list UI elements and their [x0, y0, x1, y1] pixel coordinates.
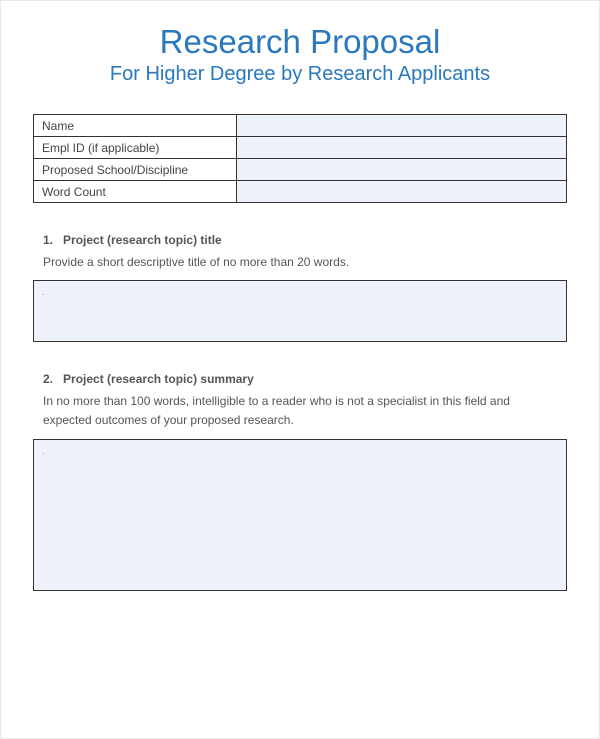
info-value-field[interactable] [236, 115, 566, 137]
page-container: Research Proposal For Higher Degree by R… [0, 0, 600, 739]
info-value-field[interactable] [236, 159, 566, 181]
table-row: Empl ID (if applicable) [34, 137, 567, 159]
sections-container: 1. Project (research topic) title Provide … [33, 233, 567, 591]
table-row: Word Count [34, 181, 567, 203]
section-description: In no more than 100 words, intelligible … [43, 392, 523, 430]
info-label: Proposed School/Discipline [34, 159, 237, 181]
section-description: Provide a short descriptive title of no … [43, 253, 523, 272]
section-heading-text: Project (research topic) title [63, 233, 222, 247]
info-table-body: NameEmpl ID (if applicable)Proposed Scho… [34, 115, 567, 203]
section-heading: 1. Project (research topic) title [43, 233, 567, 247]
info-label: Empl ID (if applicable) [34, 137, 237, 159]
table-row: Proposed School/Discipline [34, 159, 567, 181]
table-row: Name [34, 115, 567, 137]
form-section: 1. Project (research topic) title Provide … [33, 233, 567, 342]
info-label: Name [34, 115, 237, 137]
text-entry-field[interactable]: . [33, 280, 567, 342]
page-subtitle: For Higher Degree by Research Applicants [33, 63, 567, 86]
info-value-field[interactable] [236, 137, 566, 159]
section-heading-text: Project (research topic) summary [63, 372, 254, 386]
applicant-info-table: NameEmpl ID (if applicable)Proposed Scho… [33, 114, 567, 203]
section-heading: 2. Project (research topic) summary [43, 372, 567, 386]
text-entry-field[interactable]: . [33, 439, 567, 591]
section-number: 2. [43, 372, 53, 386]
info-label: Word Count [34, 181, 237, 203]
section-number: 1. [43, 233, 53, 247]
form-section: 2. Project (research topic) summary In no … [33, 372, 567, 590]
page-title: Research Proposal [33, 23, 567, 61]
info-value-field[interactable] [236, 181, 566, 203]
